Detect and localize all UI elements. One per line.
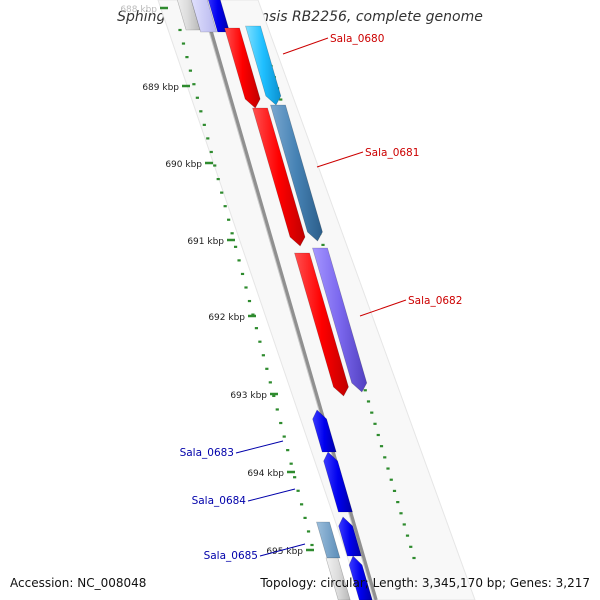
gene-sala-0682[interactable] (294, 252, 349, 397)
ruler-tick-label: 694 kbp (247, 469, 284, 479)
gene-label-leader (359, 299, 407, 317)
ruler-tick-label: 690 kbp (165, 160, 202, 170)
gene-label[interactable]: Sala_0683 (180, 447, 234, 459)
gene-label-leader (247, 488, 296, 502)
gene-label-leader (259, 543, 306, 557)
ruler-tick-label: 689 kbp (142, 83, 179, 93)
feature-steel-blue[interactable] (270, 104, 323, 242)
ruler-tick-label: 695 kbp (266, 547, 303, 557)
feature-partial[interactable] (348, 555, 373, 600)
gene-label[interactable]: Sala_0682 (408, 295, 462, 307)
gene-sala-0680[interactable] (224, 27, 261, 109)
gene-sala-0683[interactable] (312, 409, 337, 453)
ruler-tick-label: 693 kbp (230, 391, 267, 401)
ruler-tick-label: 691 kbp (187, 237, 224, 247)
gene-label[interactable]: Sala_0681 (365, 147, 419, 159)
gene-sala-0684[interactable] (323, 451, 353, 513)
feature-partial[interactable] (189, 0, 218, 33)
gene-sala-0685[interactable] (338, 516, 362, 557)
feature-steel-blue[interactable] (316, 521, 341, 559)
gene-label-leader (235, 440, 284, 454)
feature-purple[interactable] (312, 247, 368, 393)
gene-label[interactable]: Sala_0680 (330, 33, 384, 45)
ruler-tick-label: 688 kbp (120, 5, 157, 15)
gene-label[interactable]: Sala_0685 (204, 550, 258, 562)
feature-partial[interactable] (175, 0, 201, 31)
feature-light-blue[interactable] (245, 25, 282, 106)
footer-summary: Topology: circular; Length: 3,345,170 bp… (260, 576, 590, 590)
gene-label[interactable]: Sala_0684 (192, 495, 247, 507)
ruler-tick-label: 692 kbp (208, 313, 245, 323)
gene-label-leader (316, 151, 364, 168)
feature-partial[interactable] (325, 557, 351, 600)
gene-sala-0681[interactable] (252, 107, 306, 247)
gene-label-leader (282, 37, 329, 55)
footer-accession: Accession: NC_008048 (10, 576, 147, 590)
